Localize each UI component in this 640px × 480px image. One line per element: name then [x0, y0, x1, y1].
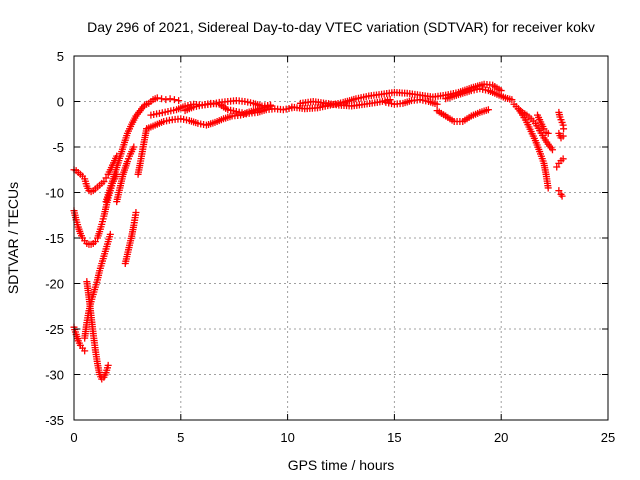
grid-lines	[74, 56, 608, 420]
y-tick-label: -20	[45, 277, 64, 292]
data-point	[553, 163, 561, 171]
data-point	[106, 230, 114, 238]
x-tick-label: 20	[494, 430, 508, 445]
series-arc-s	[514, 105, 556, 154]
data-point	[433, 100, 441, 108]
data-point	[130, 143, 138, 151]
data-point	[100, 178, 108, 186]
data-point	[559, 132, 567, 140]
y-tick-label: -5	[52, 140, 64, 155]
series-arc-o	[382, 96, 441, 108]
series-arc-m	[288, 80, 505, 113]
x-tick-label: 5	[177, 430, 184, 445]
data-point	[81, 347, 89, 355]
series-arc-t	[534, 111, 552, 137]
series-arc-l	[181, 99, 275, 117]
series-arc-f	[102, 94, 183, 206]
data-point	[555, 187, 563, 195]
data-point	[558, 192, 566, 200]
y-tick-label: -10	[45, 186, 64, 201]
data-point	[166, 95, 174, 103]
y-tick-label: -30	[45, 368, 64, 383]
data-point	[267, 102, 275, 110]
data-point	[548, 146, 556, 154]
chart-title: Day 296 of 2021, Sidereal Day-to-day VTE…	[87, 19, 595, 35]
x-axis-label: GPS time / hours	[288, 457, 395, 473]
y-tick-label: -35	[45, 413, 64, 428]
series-arc-p	[433, 106, 492, 126]
data-point	[170, 96, 178, 104]
y-axis-label: SDTVAR / TECUs	[5, 182, 21, 294]
series-arc-j	[143, 104, 296, 133]
data-point	[132, 209, 140, 217]
data-point	[560, 125, 568, 133]
series-arc-u	[555, 108, 568, 133]
series-arc-v	[555, 129, 567, 142]
data-point	[484, 106, 492, 114]
series-arc-q	[442, 85, 516, 104]
data-point	[559, 155, 567, 163]
series-arc-x	[555, 187, 566, 200]
data-point	[158, 95, 166, 103]
data-point	[544, 129, 552, 137]
series-arc-r	[510, 100, 552, 192]
data-point	[175, 97, 183, 105]
data-point	[104, 361, 112, 369]
data-point	[386, 96, 394, 104]
data-point	[91, 238, 99, 246]
x-tick-label: 0	[70, 430, 77, 445]
data-point	[544, 184, 552, 192]
data-point	[508, 96, 516, 104]
series-arc-e	[83, 278, 112, 383]
series-arc-w	[553, 155, 567, 171]
y-tick-label: -25	[45, 322, 64, 337]
x-tick-label: 25	[601, 430, 615, 445]
x-tick-label: 10	[280, 430, 294, 445]
y-tick-label: -15	[45, 231, 64, 246]
data-points	[70, 80, 568, 383]
data-point	[102, 174, 110, 182]
series-arc-g	[113, 143, 138, 206]
series-arc-n	[296, 96, 394, 110]
y-tick-label: 0	[57, 95, 64, 110]
x-tick-label: 15	[387, 430, 401, 445]
data-point	[540, 125, 548, 133]
series-arc-h	[121, 209, 140, 267]
data-point	[153, 94, 161, 102]
y-tick-label: 5	[57, 49, 64, 64]
series-arc-i	[134, 125, 151, 178]
series-arc-c	[70, 323, 89, 355]
data-point	[162, 96, 170, 104]
axis-ticks: 0 5 10 15 20 25 5 0 -5 -10 -15 -20 -25 -30 -35	[45, 49, 615, 445]
